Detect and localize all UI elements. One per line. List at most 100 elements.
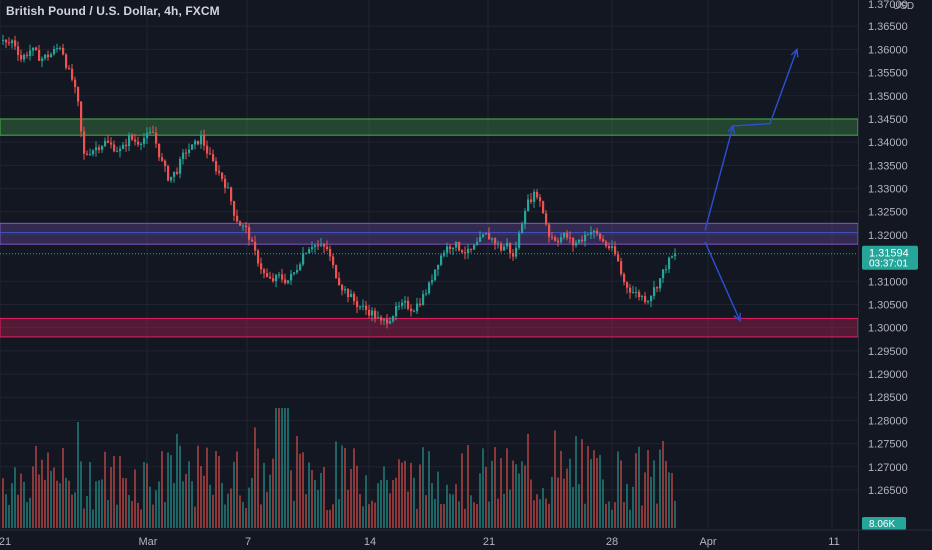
candlestick[interactable] bbox=[518, 233, 521, 248]
candlestick[interactable] bbox=[296, 270, 299, 273]
candlestick[interactable] bbox=[419, 303, 422, 305]
candlestick[interactable] bbox=[83, 131, 86, 154]
candlestick[interactable] bbox=[428, 282, 431, 294]
candlestick[interactable] bbox=[257, 250, 260, 264]
candlestick[interactable] bbox=[338, 277, 341, 286]
candlestick[interactable] bbox=[431, 280, 434, 283]
candlestick[interactable] bbox=[587, 234, 590, 236]
candlestick[interactable] bbox=[491, 238, 494, 240]
candlestick[interactable] bbox=[194, 140, 197, 145]
candlestick[interactable] bbox=[110, 142, 113, 145]
candlestick[interactable] bbox=[224, 178, 227, 188]
candlestick[interactable] bbox=[323, 244, 326, 247]
support-zone[interactable] bbox=[0, 317, 859, 338]
candlestick[interactable] bbox=[497, 243, 500, 245]
candlestick[interactable] bbox=[380, 317, 383, 321]
candlestick[interactable] bbox=[347, 289, 350, 298]
candlestick[interactable] bbox=[200, 135, 203, 145]
candlestick[interactable] bbox=[23, 54, 26, 60]
candlestick[interactable] bbox=[47, 54, 50, 58]
candlestick[interactable] bbox=[290, 273, 293, 281]
current-price-tag[interactable] bbox=[862, 245, 918, 270]
bullish-projection-arrow[interactable] bbox=[704, 49, 798, 231]
candlestick[interactable] bbox=[488, 233, 491, 240]
candlestick[interactable] bbox=[128, 134, 131, 147]
candlestick[interactable] bbox=[125, 144, 128, 147]
candlestick[interactable] bbox=[317, 245, 320, 247]
candlestick[interactable] bbox=[116, 151, 119, 153]
candlestick[interactable] bbox=[533, 191, 536, 202]
candlestick[interactable] bbox=[221, 172, 224, 179]
candlestick[interactable] bbox=[143, 138, 146, 144]
candlestick[interactable] bbox=[212, 154, 215, 161]
candlestick[interactable] bbox=[209, 153, 212, 155]
candlestick[interactable] bbox=[398, 305, 401, 307]
candlestick[interactable] bbox=[590, 232, 593, 235]
candlestick[interactable] bbox=[650, 295, 653, 302]
candlestick[interactable] bbox=[674, 253, 677, 257]
candlestick[interactable] bbox=[275, 274, 278, 282]
candlestick[interactable] bbox=[605, 241, 608, 246]
candlestick[interactable] bbox=[74, 79, 77, 88]
candlestick[interactable] bbox=[92, 150, 95, 155]
candlestick[interactable] bbox=[11, 40, 14, 44]
candlestick[interactable] bbox=[242, 225, 245, 227]
candlestick[interactable] bbox=[32, 47, 35, 51]
candlestick[interactable] bbox=[167, 166, 170, 181]
candlestick[interactable] bbox=[89, 154, 92, 156]
candlestick[interactable] bbox=[386, 319, 389, 324]
candlestick[interactable] bbox=[509, 242, 512, 254]
candlestick[interactable] bbox=[170, 176, 173, 181]
candlestick[interactable] bbox=[20, 55, 23, 60]
candlestick[interactable] bbox=[575, 242, 578, 246]
candlestick[interactable] bbox=[671, 256, 674, 258]
candlestick[interactable] bbox=[656, 287, 659, 289]
candlestick[interactable] bbox=[134, 139, 137, 142]
candlestick[interactable] bbox=[404, 300, 407, 303]
candlestick[interactable] bbox=[539, 197, 542, 202]
candlestick[interactable] bbox=[407, 300, 410, 309]
candlestick[interactable] bbox=[140, 143, 143, 145]
candlestick[interactable] bbox=[341, 285, 344, 291]
candlestick[interactable] bbox=[455, 242, 458, 248]
candlestick[interactable] bbox=[236, 215, 239, 222]
candlestick[interactable] bbox=[44, 54, 47, 59]
candlestick[interactable] bbox=[215, 160, 218, 172]
candlestick[interactable] bbox=[119, 148, 122, 152]
candlestick[interactable] bbox=[122, 144, 125, 149]
candlestick[interactable] bbox=[644, 296, 647, 303]
candlestick[interactable] bbox=[305, 253, 308, 255]
candlestick[interactable] bbox=[470, 248, 473, 250]
candlestick[interactable] bbox=[617, 254, 620, 262]
candlestick[interactable] bbox=[542, 201, 545, 214]
candlestick[interactable] bbox=[389, 321, 392, 324]
candlestick[interactable] bbox=[596, 230, 599, 234]
candlestick[interactable] bbox=[266, 273, 269, 277]
symbol-title[interactable]: British Pound / U.S. Dollar, 4h, FXCM bbox=[6, 4, 220, 18]
candlestick[interactable] bbox=[299, 264, 302, 271]
candlestick[interactable] bbox=[449, 246, 452, 250]
candlestick[interactable] bbox=[35, 47, 38, 51]
candlestick[interactable] bbox=[8, 42, 11, 44]
candlestick[interactable] bbox=[503, 246, 506, 251]
candlestick[interactable] bbox=[281, 274, 284, 280]
candlestick[interactable] bbox=[629, 287, 632, 293]
candlestick[interactable] bbox=[59, 47, 62, 49]
candlestick[interactable] bbox=[527, 199, 530, 212]
candlestick[interactable] bbox=[5, 39, 8, 43]
candlestick[interactable] bbox=[584, 234, 587, 242]
candlestick[interactable] bbox=[602, 239, 605, 242]
candlestick[interactable] bbox=[239, 221, 242, 226]
candlestick[interactable] bbox=[206, 145, 209, 154]
candlestick[interactable] bbox=[2, 39, 5, 41]
candlestick[interactable] bbox=[611, 246, 614, 249]
candlestick[interactable] bbox=[515, 247, 518, 257]
price-axis[interactable] bbox=[859, 0, 932, 550]
candlestick[interactable] bbox=[374, 310, 377, 319]
candlestick[interactable] bbox=[203, 135, 206, 146]
candlestick[interactable] bbox=[578, 239, 581, 243]
candlestick[interactable] bbox=[146, 132, 149, 139]
candlestick[interactable] bbox=[485, 233, 488, 235]
